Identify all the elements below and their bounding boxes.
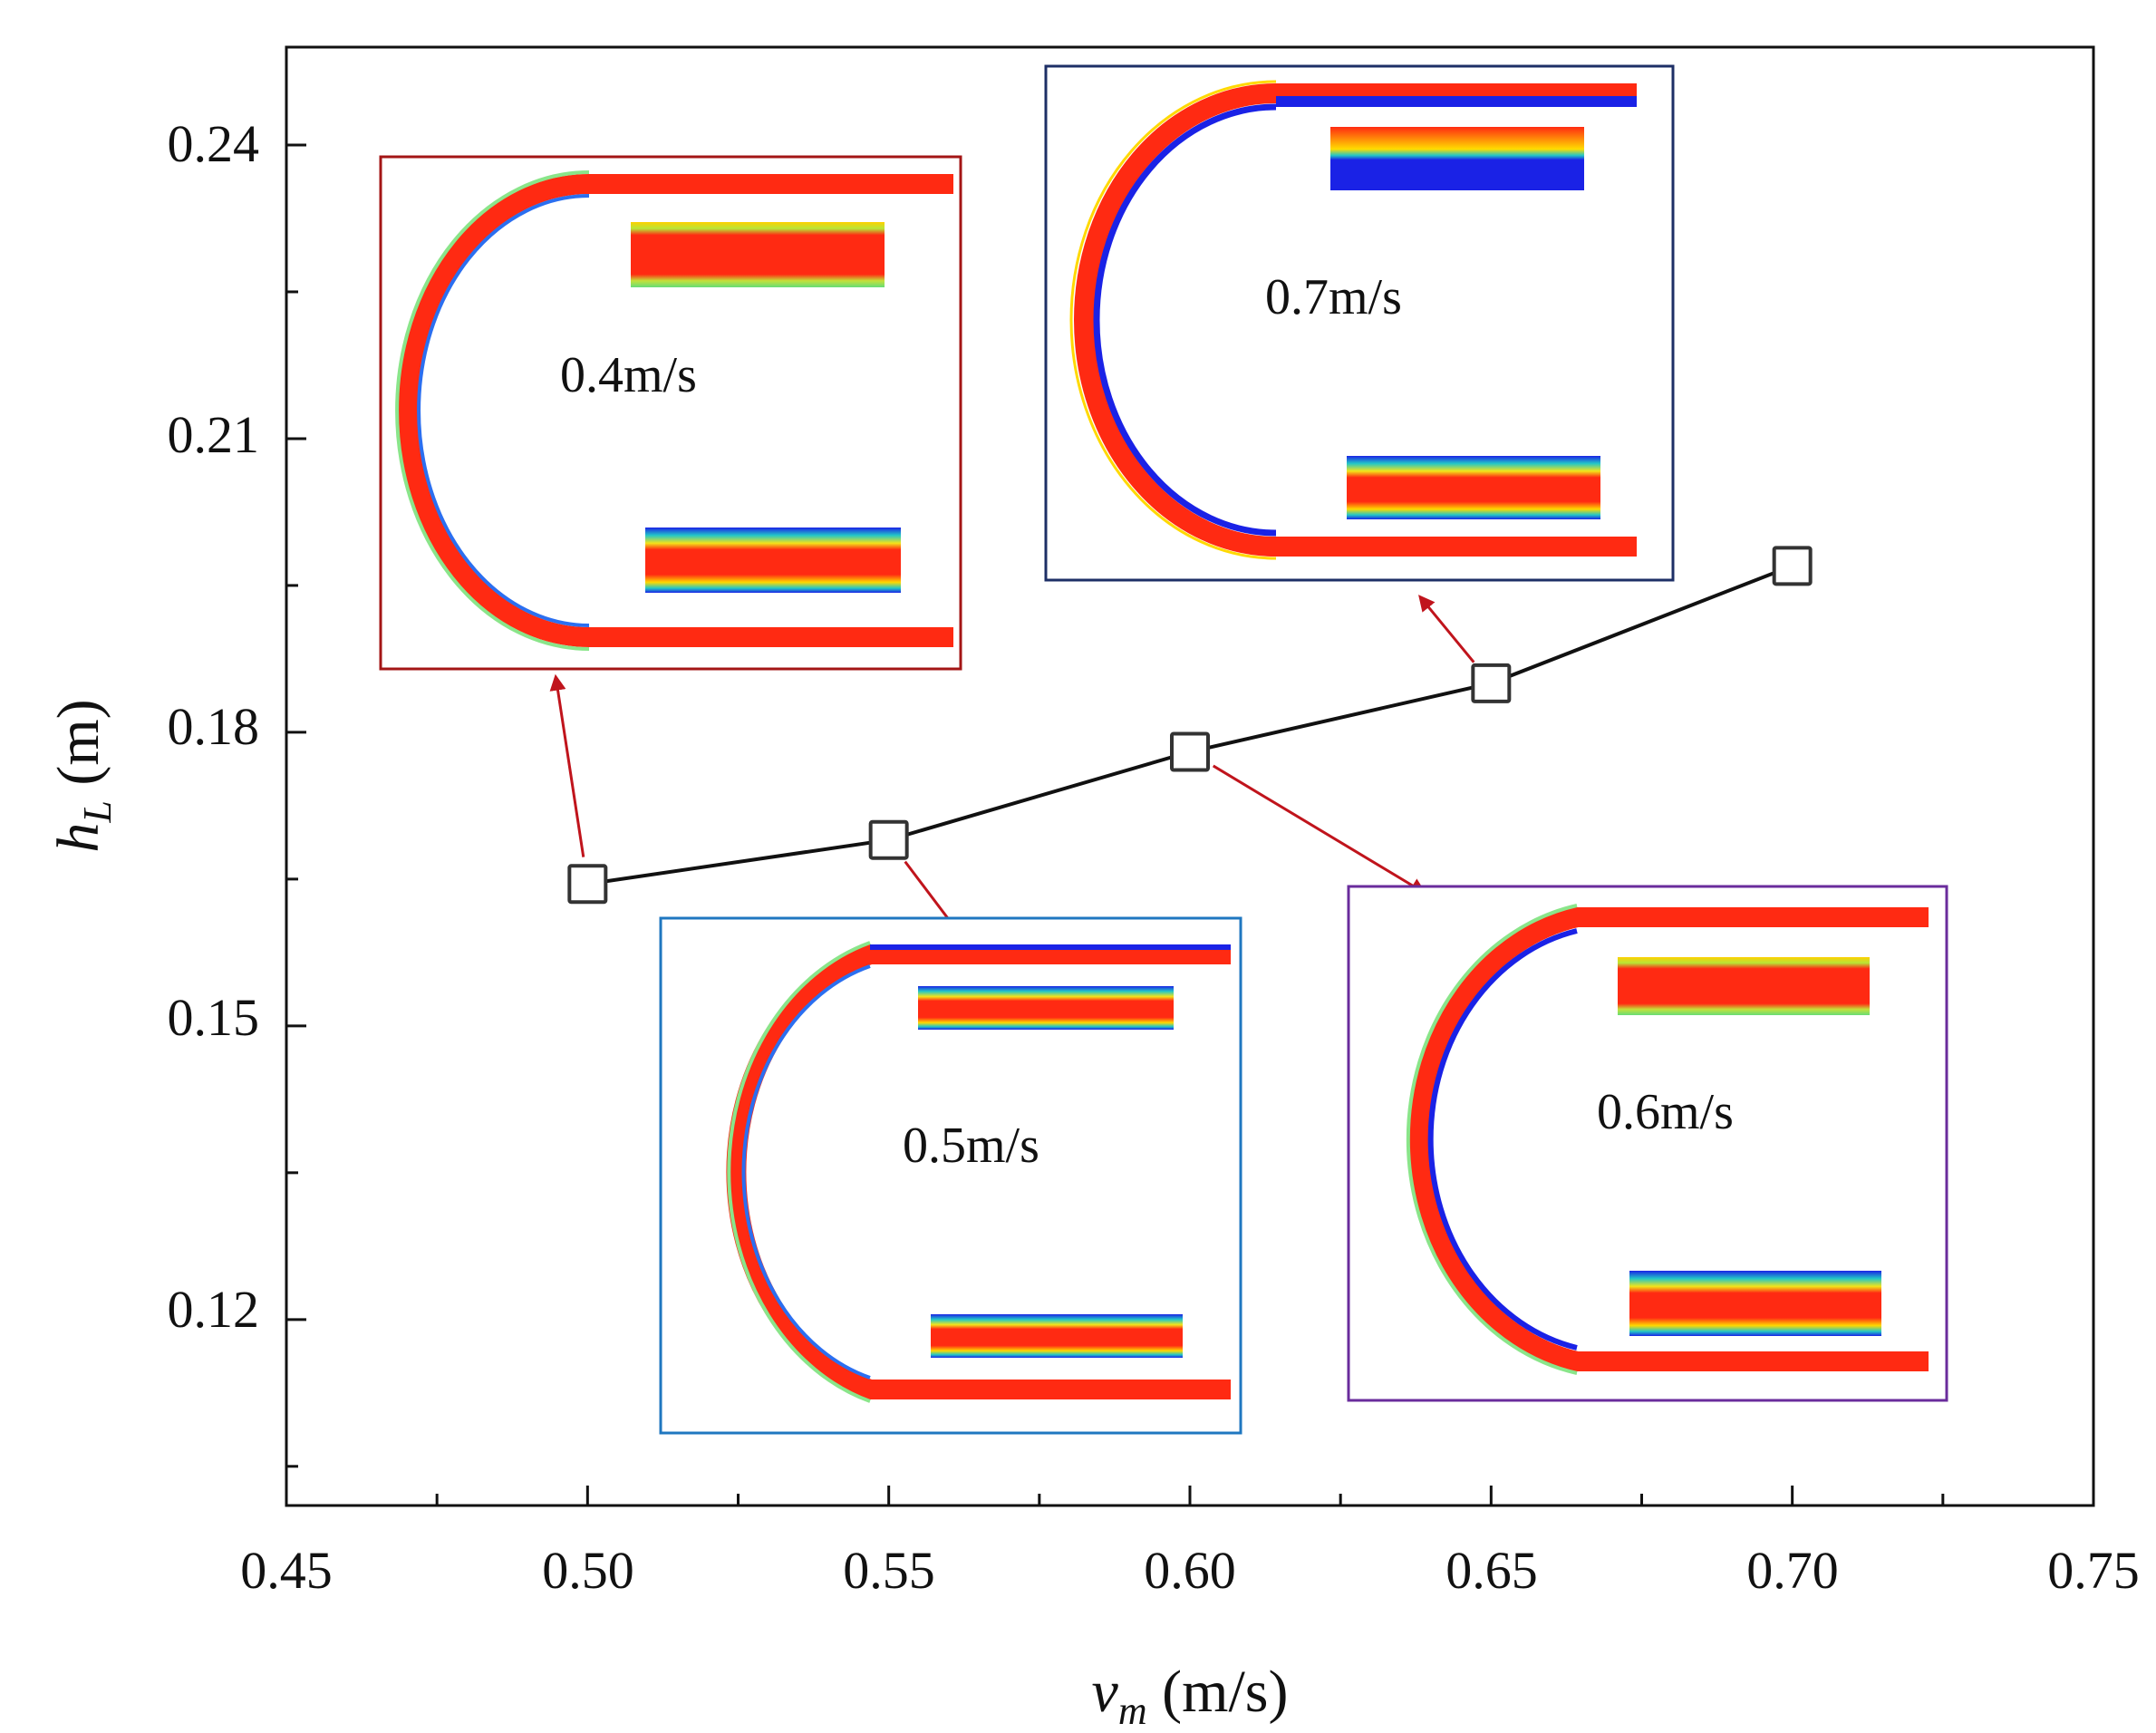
x-axis-symbol: v	[1092, 1659, 1119, 1725]
callout-arrow	[549, 673, 585, 857]
inset-0.4: 0.4m/s	[379, 155, 962, 671]
pipe-top-blue	[1276, 96, 1637, 107]
data-point	[1772, 546, 1813, 586]
x-axis-title: vm (m/s)	[1092, 1659, 1289, 1733]
y-tick-label: 0.21	[168, 405, 260, 464]
section-top	[631, 222, 885, 287]
inset-label: 0.6m/s	[1597, 1084, 1734, 1140]
x-tick-label: 0.75	[2047, 1541, 2140, 1600]
pipe-bend-inner	[1427, 928, 1578, 1351]
x-tick-label: 0.50	[542, 1541, 634, 1600]
section-bottom	[1629, 1271, 1881, 1336]
y-axis-title: hL (m)	[45, 699, 120, 852]
callout-arrow	[1212, 764, 1427, 895]
series-h-L	[567, 546, 1813, 905]
data-point	[567, 864, 608, 905]
section-bottom	[645, 528, 901, 593]
y-axis-subscript: L	[75, 800, 120, 823]
y-tick-label: 0.24	[168, 114, 260, 173]
pipe-top-blue	[870, 944, 1231, 950]
data-point	[1170, 731, 1210, 772]
inset-label: 0.5m/s	[903, 1118, 1039, 1174]
inset-0.7: 0.7m/s	[1044, 64, 1675, 582]
x-tick-label: 0.45	[240, 1541, 333, 1600]
pipe-bend-outer	[395, 170, 590, 651]
data-point	[1471, 663, 1512, 703]
x-axis-subscript: m	[1118, 1689, 1147, 1733]
pipe-bend-outer	[727, 941, 871, 1403]
pipe-bend-inner	[741, 964, 871, 1380]
x-axis-ticks	[285, 1486, 2095, 1505]
x-tick-label: 0.55	[843, 1541, 935, 1600]
x-axis-unit: (m/s)	[1147, 1659, 1289, 1725]
callout-arrow	[1418, 595, 1475, 663]
y-tick-label: 0.15	[168, 988, 260, 1047]
pipe-bend	[726, 944, 1231, 1399]
y-tick-label: 0.18	[168, 697, 260, 756]
section-bottom	[931, 1314, 1183, 1358]
section-top	[918, 986, 1174, 1030]
pipe-bend	[1074, 83, 1637, 557]
pipe-bend-inner	[1093, 103, 1277, 537]
section-top	[1330, 127, 1584, 190]
x-tick-label: 0.65	[1445, 1541, 1538, 1600]
x-tick-label: 0.70	[1746, 1541, 1839, 1600]
y-tick-labels: 0.12 0.15 0.18 0.21 0.24	[168, 114, 260, 1339]
pipe-bend-outer	[1069, 80, 1277, 560]
y-tick-label: 0.12	[168, 1280, 260, 1339]
y-axis-symbol: h	[45, 823, 111, 853]
section-bottom	[1347, 456, 1600, 519]
pipe-bend-outer	[1406, 904, 1578, 1375]
x-tick-labels: 0.45 0.50 0.55 0.60 0.65 0.70 0.75	[240, 1541, 2140, 1600]
pipe-bend	[1408, 907, 1929, 1371]
inset-label: 0.7m/s	[1265, 269, 1402, 325]
x-tick-label: 0.60	[1144, 1541, 1236, 1600]
pipe-bend-inner	[417, 194, 590, 627]
data-point	[868, 819, 909, 860]
y-axis-unit: (m)	[45, 699, 111, 800]
pipe-bend	[398, 174, 953, 647]
inset-0.6: 0.6m/s	[1347, 885, 1948, 1402]
inset-label: 0.4m/s	[560, 347, 697, 403]
y-axis-ticks	[286, 143, 306, 1468]
inset-0.5: 0.5m/s	[659, 916, 1242, 1435]
section-top	[1618, 957, 1870, 1015]
